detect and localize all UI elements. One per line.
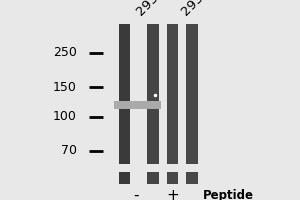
Bar [186, 24, 198, 164]
Bar [167, 24, 178, 164]
Bar [147, 172, 159, 184]
Text: -: - [134, 188, 139, 200]
Text: 250: 250 [52, 46, 76, 60]
Text: +: + [166, 188, 179, 200]
Text: 293: 293 [178, 0, 206, 18]
Text: 100: 100 [52, 110, 76, 123]
Text: 70: 70 [61, 144, 76, 158]
Bar [119, 172, 130, 184]
Bar [147, 24, 159, 164]
Bar [114, 101, 160, 109]
Text: 150: 150 [52, 81, 76, 94]
Bar [119, 24, 130, 164]
Text: 293: 293 [134, 0, 160, 18]
Bar [186, 172, 198, 184]
Text: Peptide: Peptide [202, 188, 253, 200]
Bar [167, 172, 178, 184]
